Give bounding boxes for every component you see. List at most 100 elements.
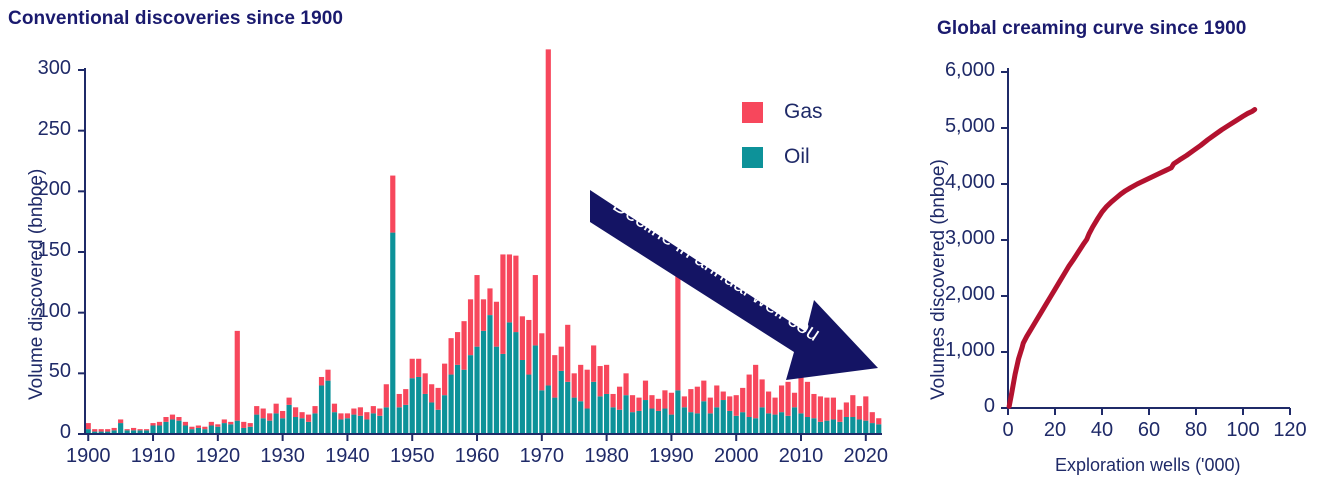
y-tick-label: 4,000 bbox=[944, 171, 995, 193]
bar-segment-gas bbox=[208, 421, 214, 426]
bar-segment-oil bbox=[228, 424, 234, 434]
bar-segment-gas bbox=[247, 423, 253, 427]
bar-segment-gas bbox=[753, 364, 759, 419]
legend-item-oil[interactable]: Oil bbox=[742, 145, 810, 169]
x-tick-label: 1960 bbox=[454, 445, 500, 467]
bar-segment-gas bbox=[396, 393, 402, 408]
y-tick-label: 0 bbox=[59, 421, 71, 443]
bar-segment-gas bbox=[221, 419, 227, 424]
bar-segment-oil bbox=[215, 426, 221, 434]
bar-segment-oil bbox=[396, 407, 402, 434]
bar-segment-oil bbox=[325, 380, 331, 434]
y-tick-label: 200 bbox=[37, 178, 71, 201]
bar-segment-oil bbox=[163, 421, 169, 434]
bar-segment-gas bbox=[798, 369, 804, 414]
bar-segment-gas bbox=[429, 384, 435, 403]
bar-segment-oil bbox=[688, 412, 694, 434]
bar-segment-oil bbox=[351, 414, 357, 434]
bar-segment-oil bbox=[442, 395, 448, 434]
bar-segment-gas bbox=[649, 395, 655, 409]
bar-segment-oil bbox=[675, 390, 681, 434]
bar-segment-gas bbox=[267, 413, 273, 421]
bar-segment-oil bbox=[843, 417, 849, 434]
y-tick-label: 5,000 bbox=[944, 115, 995, 137]
bar-segment-oil bbox=[487, 315, 493, 434]
y-tick-label: 6,000 bbox=[944, 59, 995, 81]
bar-segment-gas bbox=[655, 398, 662, 411]
bar-segment-gas bbox=[234, 330, 240, 421]
bar-segment-oil bbox=[403, 404, 409, 434]
bar-segment-oil bbox=[182, 425, 189, 434]
bar-segment-oil bbox=[681, 407, 687, 434]
bar-segment-oil bbox=[500, 353, 506, 434]
bar-segment-oil bbox=[772, 414, 778, 434]
bar-segment-oil bbox=[506, 322, 513, 434]
bar-segment-gas bbox=[526, 319, 532, 375]
bar-segment-gas bbox=[442, 363, 448, 396]
bar-segment-gas bbox=[675, 275, 681, 391]
x-tick-label: 1920 bbox=[195, 445, 241, 467]
bar-segment-oil bbox=[610, 407, 616, 434]
bar-segment-gas bbox=[293, 407, 299, 418]
bar-segment-gas bbox=[830, 397, 836, 420]
bar-segment-oil bbox=[519, 359, 525, 434]
bar-series-group bbox=[85, 49, 882, 434]
bar-segment-gas bbox=[254, 406, 260, 415]
bar-segment-oil bbox=[811, 418, 817, 434]
bar-segment-oil bbox=[804, 417, 811, 434]
bar-segment-oil bbox=[837, 421, 843, 434]
bar-segment-gas bbox=[869, 412, 875, 424]
legend-item-gas[interactable]: Gas bbox=[742, 100, 823, 124]
bar-segment-gas bbox=[344, 413, 351, 419]
bar-segment-oil bbox=[176, 420, 182, 434]
bar-segment-oil bbox=[267, 420, 273, 434]
bar-segment-oil bbox=[668, 414, 674, 434]
bar-segment-oil bbox=[824, 420, 830, 434]
creaming-curve-line bbox=[1006, 107, 1258, 409]
bar-segment-gas bbox=[565, 324, 571, 382]
x-tick-label: 40 bbox=[1090, 419, 1114, 441]
bar-segment-gas bbox=[766, 391, 772, 414]
bar-segment-oil bbox=[571, 397, 577, 434]
bar-segment-oil bbox=[370, 413, 376, 434]
right-x-axis-label: Exploration wells ('000) bbox=[1055, 455, 1241, 475]
bar-segment-gas bbox=[623, 373, 629, 396]
bar-segment-gas bbox=[325, 369, 331, 381]
bar-segment-gas bbox=[98, 429, 104, 432]
bar-segment-oil bbox=[623, 395, 629, 434]
bar-segment-oil bbox=[221, 423, 227, 434]
bar-segment-gas bbox=[694, 386, 700, 414]
bar-segment-oil bbox=[111, 430, 117, 434]
bar-segment-gas bbox=[720, 391, 726, 401]
y-tick-label: 150 bbox=[37, 239, 71, 261]
y-tick-label: 250 bbox=[37, 117, 71, 140]
bar-segment-oil bbox=[558, 370, 564, 434]
x-tick-label: 1940 bbox=[325, 445, 370, 467]
x-tick-label: 2000 bbox=[713, 445, 759, 467]
bar-segment-gas bbox=[500, 254, 506, 354]
bar-segment-gas bbox=[273, 403, 279, 414]
bar-segment-oil bbox=[493, 346, 500, 434]
bar-segment-oil bbox=[150, 425, 156, 434]
bar-segment-oil bbox=[578, 401, 584, 434]
bar-segment-oil bbox=[467, 355, 474, 434]
bar-segment-oil bbox=[552, 397, 558, 434]
bar-segment-gas bbox=[416, 358, 422, 377]
bar-segment-gas bbox=[124, 429, 130, 431]
bar-segment-oil bbox=[733, 415, 739, 434]
bar-segment-oil bbox=[876, 424, 882, 434]
bar-segment-oil bbox=[480, 330, 487, 434]
bar-segment-oil bbox=[830, 419, 836, 434]
bar-segment-gas bbox=[169, 414, 176, 420]
x-tick-label: 120 bbox=[1273, 419, 1307, 441]
bar-segment-oil bbox=[390, 232, 396, 434]
decline-annotation-arrow: Decline in annual well count bbox=[584, 154, 878, 380]
bar-segment-oil bbox=[636, 410, 642, 434]
bar-segment-oil bbox=[649, 408, 655, 434]
bar-segment-gas bbox=[137, 429, 143, 431]
bar-segment-oil bbox=[694, 413, 700, 434]
bar-segment-oil bbox=[429, 402, 435, 434]
bar-segment-gas bbox=[591, 345, 597, 382]
bar-segment-oil bbox=[118, 423, 124, 434]
bar-segment-gas bbox=[642, 380, 649, 401]
